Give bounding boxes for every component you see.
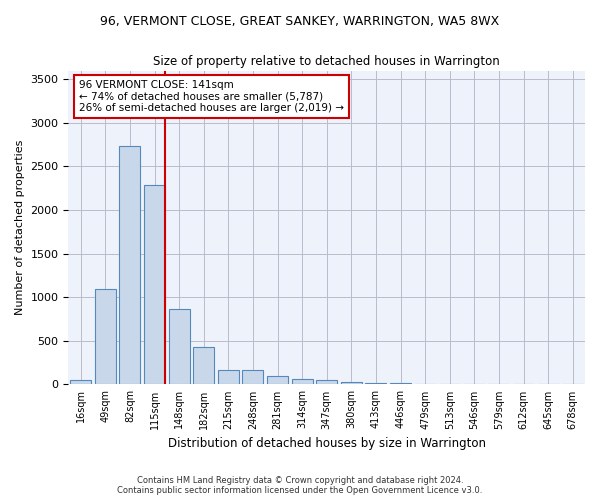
- Bar: [267, 376, 288, 384]
- Bar: [169, 308, 190, 384]
- Bar: [365, 382, 386, 384]
- Bar: [144, 185, 165, 384]
- X-axis label: Distribution of detached houses by size in Warrington: Distribution of detached houses by size …: [168, 437, 486, 450]
- Bar: [390, 382, 411, 384]
- Bar: [218, 370, 239, 384]
- Bar: [316, 380, 337, 384]
- Text: Contains HM Land Registry data © Crown copyright and database right 2024.
Contai: Contains HM Land Registry data © Crown c…: [118, 476, 482, 495]
- Bar: [242, 370, 263, 384]
- Bar: [292, 379, 313, 384]
- Bar: [70, 380, 91, 384]
- Bar: [193, 348, 214, 385]
- Text: 96 VERMONT CLOSE: 141sqm
← 74% of detached houses are smaller (5,787)
26% of sem: 96 VERMONT CLOSE: 141sqm ← 74% of detach…: [79, 80, 344, 113]
- Y-axis label: Number of detached properties: Number of detached properties: [15, 140, 25, 315]
- Title: Size of property relative to detached houses in Warrington: Size of property relative to detached ho…: [154, 55, 500, 68]
- Bar: [341, 382, 362, 384]
- Bar: [119, 146, 140, 384]
- Text: 96, VERMONT CLOSE, GREAT SANKEY, WARRINGTON, WA5 8WX: 96, VERMONT CLOSE, GREAT SANKEY, WARRING…: [100, 15, 500, 28]
- Bar: [95, 288, 116, 384]
